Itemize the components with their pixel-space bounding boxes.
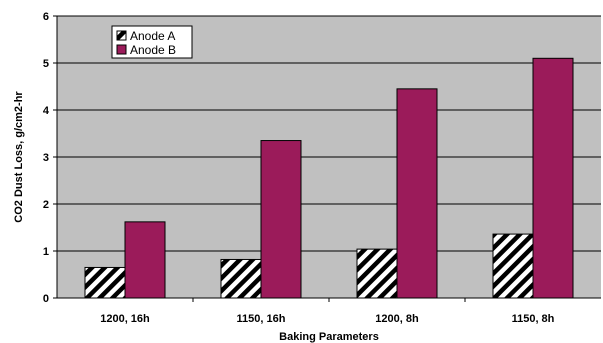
x-tick-labels: 1200, 16h 1150, 16h 1200, 8h 1150, 8h [100, 298, 555, 325]
bar-anode-b [260, 140, 302, 299]
bar-anode-b [532, 57, 574, 299]
y-tick-label: 0 [43, 293, 49, 305]
x-tick-label: 1200, 8h [375, 313, 419, 325]
legend-label-anode-a: Anode A [130, 29, 175, 43]
legend-label-anode-b: Anode B [130, 43, 176, 57]
legend-swatch-anode-a [116, 30, 127, 41]
x-tick-label: 1150, 16h [237, 313, 286, 325]
x-axis-title: Baking Parameters [279, 331, 379, 343]
legend: Anode A Anode B [111, 25, 193, 59]
y-tick-labels: 0 1 2 3 4 5 6 [43, 11, 57, 305]
bar-anode-a [220, 258, 262, 299]
bar-anode-a [492, 233, 534, 299]
y-tick-label: 1 [43, 246, 49, 258]
x-tick-label: 1200, 16h [100, 313, 150, 325]
legend-swatch-anode-b [116, 44, 127, 55]
y-tick-label: 2 [43, 199, 49, 211]
bar-anode-b [124, 221, 166, 299]
y-tick-label: 5 [43, 58, 49, 70]
bar-anode-a [84, 266, 126, 299]
y-axis-title: CO2 Dust Loss, g/cm2-hr [13, 91, 25, 223]
y-tick-label: 4 [43, 105, 50, 117]
y-tick-label: 3 [43, 152, 49, 164]
bars [84, 57, 574, 299]
x-tick-label: 1150, 8h [512, 313, 555, 325]
y-tick-label: 6 [43, 11, 49, 23]
bar-anode-a [356, 248, 398, 299]
bar-anode-b [396, 88, 438, 299]
